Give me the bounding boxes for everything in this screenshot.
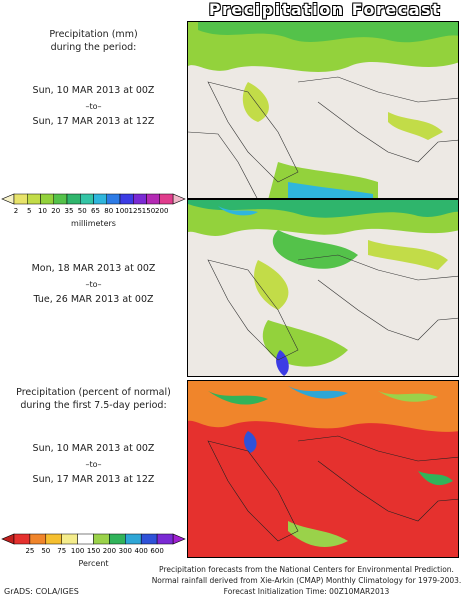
colorbar-mm-swatch [133, 193, 147, 205]
colorbar-pct-swatch [156, 533, 174, 545]
colorbar-mm-tick-label: 20 [51, 207, 60, 215]
colorbar-mm-swatch [80, 193, 94, 205]
credit-text: GrADS: COLA/IGES [4, 587, 79, 596]
colorbar-pct-swatch [125, 533, 142, 545]
colorbar-pct-swatch [45, 533, 62, 545]
panel1-to: –to– [85, 102, 102, 111]
footer-line1: Precipitation forecasts from the Nationa… [159, 565, 454, 574]
colorbar-mm-swatch [53, 193, 68, 205]
panel1-start: Sun, 10 MAR 2013 at 00Z [32, 85, 155, 96]
colorbar-pct-tick-label: 100 [71, 547, 84, 555]
colorbar-percent-unit: Percent [78, 559, 109, 568]
colorbar-percent: 25 50 75 100 150 200 300 400 600 Percent [0, 530, 187, 570]
colorbar-pct-tick-label: 600 [150, 547, 163, 555]
colorbar-pct-right-arrow [172, 533, 186, 545]
colorbar-mm-tick-label: 80 [104, 207, 113, 215]
colorbar-pct-tick-label: 300 [119, 547, 132, 555]
colorbar-mm-swatch [93, 193, 107, 205]
colorbar-mm-tick-label: 2 [14, 207, 18, 215]
colorbar-mm-tick-label: 100 [115, 207, 128, 215]
colorbar-mm-tick-label: 50 [78, 207, 87, 215]
colorbar-mm-tick-label: 65 [91, 207, 100, 215]
colorbar-pct-swatch [61, 533, 78, 545]
colorbar-mm-swatch [27, 193, 41, 205]
colorbar-percent-graphic: 25 50 75 100 150 200 300 400 600 [1, 533, 186, 555]
colorbar-mm-swatch [13, 193, 28, 205]
page-title: Precipitation Forecast [208, 0, 442, 19]
footer-notes: Precipitation forecasts from the Nationa… [150, 564, 463, 597]
colorbar-pct-tick-label: 150 [87, 547, 100, 555]
panel3-to: –to– [85, 460, 102, 469]
footer-line2: Normal rainfall derived from Xie-Arkin (… [151, 576, 462, 585]
colorbar-mm-swatch [146, 193, 160, 205]
colorbar-mm-graphic: 2 5 10 20 35 50 65 80 100 125 150 200 [1, 193, 186, 215]
colorbar-pct-tick-label: 75 [57, 547, 66, 555]
colorbar-mm-tick-label: 150 [142, 207, 155, 215]
colorbar-mm-tick-label: 200 [155, 207, 168, 215]
map-percent-normal [187, 380, 459, 558]
colorbar-pct-swatch [109, 533, 126, 545]
colorbar-mm-tick-label: 35 [65, 207, 74, 215]
panel3-start: Sun, 10 MAR 2013 at 00Z [32, 443, 155, 454]
colorbar-mm-tick-label: 5 [27, 207, 31, 215]
panel3-heading-line1: Precipitation (percent of normal) [16, 387, 171, 398]
colorbar-pct-swatch [140, 533, 158, 545]
panel1-end: Sun, 17 MAR 2013 at 12Z [32, 116, 155, 127]
colorbar-pct-swatch [93, 533, 110, 545]
panel3-heading-line2: during the first 7.5-day period: [20, 400, 167, 411]
colorbar-mm-unit: millimeters [71, 219, 116, 228]
panel1-heading: Precipitation (mm) during the period: [0, 28, 187, 54]
colorbar-pct-tick-label: 200 [103, 547, 116, 555]
panel1-heading-line2: during the period: [50, 42, 137, 53]
panel2-end: Tue, 26 MAR 2013 at 00Z [33, 294, 154, 305]
colorbar-mm-swatch [66, 193, 81, 205]
panel3-end: Sun, 17 MAR 2013 at 12Z [32, 474, 155, 485]
colorbar-pct-swatch [29, 533, 47, 545]
colorbar-mm-left-arrow [1, 193, 15, 205]
colorbar-mm: 2 5 10 20 35 50 65 80 100 125 150 200 millimeters [0, 190, 187, 230]
colorbar-pct-left-arrow [1, 533, 15, 545]
colorbar-mm-tick-label: 125 [129, 207, 142, 215]
colorbar-mm-swatch [159, 193, 174, 205]
colorbar-mm-swatch [106, 193, 121, 205]
colorbar-mm-swatch [40, 193, 54, 205]
map-week2 [187, 199, 459, 377]
colorbar-pct-tick-label: 50 [41, 547, 50, 555]
panel1-heading-line1: Precipitation (mm) [49, 29, 138, 40]
colorbar-pct-tick-label: 25 [25, 547, 34, 555]
panel2-start: Mon, 18 MAR 2013 at 00Z [31, 263, 156, 274]
colorbar-mm-swatch [119, 193, 134, 205]
colorbar-mm-right-arrow [172, 193, 186, 205]
colorbar-pct-swatch [77, 533, 94, 545]
colorbar-pct-tick-label: 400 [135, 547, 148, 555]
map-week1 [187, 21, 459, 199]
colorbar-pct-swatch [13, 533, 31, 545]
colorbar-mm-tick-label: 10 [38, 207, 47, 215]
footer-line3: Forecast Initialization Time: 00Z10MAR20… [223, 587, 390, 596]
panel3-heading: Precipitation (percent of normal) during… [0, 386, 187, 412]
panel2-to: –to– [85, 280, 102, 289]
